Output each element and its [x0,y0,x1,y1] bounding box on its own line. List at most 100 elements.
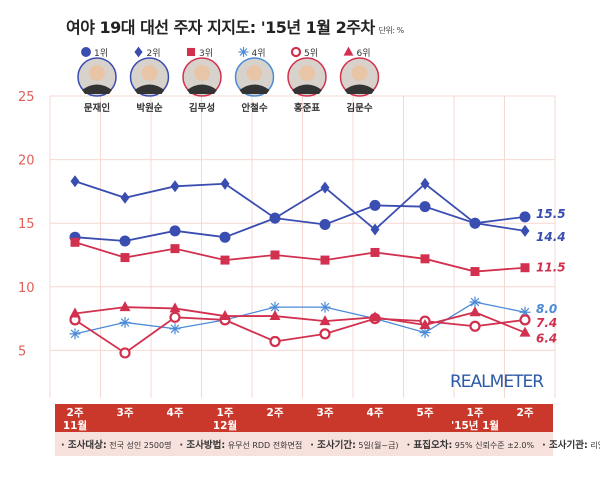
x-tick-label: 3주 [317,407,334,419]
asterisk-stroke [420,328,430,337]
asterisk-stroke [70,329,80,339]
survey-info-item: · 조사기간: 5일(월~금) [310,437,398,451]
data-point [520,263,530,273]
y-tick-label: 10 [18,281,35,296]
legend-rank: 4위 [252,48,266,59]
triangle-marker [419,318,431,329]
circle-marker [519,211,531,223]
triangle-marker [369,311,381,322]
series-line [74,180,526,232]
asterisk-stroke [270,302,280,312]
x-tick-label: 11월 [63,419,87,432]
data-point [269,310,281,321]
x-tick-label: 12월 [213,419,237,432]
survey-info: · 조사대상: 전국 성인 2500명 · 조사방법: 유무선 RDD 전화면접 ·… [55,432,600,456]
triangle-marker [319,315,331,326]
asterisk-stroke [239,48,248,56]
circle-marker [219,231,231,243]
survey-info-value: 전국 성인 2500명 [106,441,172,450]
y-tick-label: 5 [18,344,26,359]
series-line [74,204,526,242]
series-김문수: 6.4 [69,301,557,346]
end-value-label: 8.0 [536,302,557,316]
square-marker [186,47,196,57]
unit-label: 단위: % [378,26,405,35]
portrait-suit [187,84,217,94]
survey-info-label: · 조사기간: [310,440,356,451]
x-tick-label: 2주 [67,407,84,419]
brand-logo: REALMETER [450,372,544,392]
data-point [470,217,480,230]
data-point [370,247,380,257]
data-point [119,301,131,312]
data-point [420,177,430,190]
data-point [470,267,480,277]
x-tick-label: 2주 [267,407,284,419]
portrait-face [351,65,368,81]
data-point [419,318,431,329]
square-marker [470,267,480,277]
data-point [469,306,481,317]
asterisk-stroke [170,324,180,334]
legend-marker-diamond [134,46,143,58]
portrait-suit [344,84,375,94]
survey-info-label: · 조사기관: [542,440,588,451]
series-박원순: 14.4 [70,175,566,244]
chart-title: 여야 19대 대선 주자 지지도: '15년 1월 2주차 단위: % [66,14,404,38]
circle-marker [369,199,381,211]
diamond-marker [420,177,430,190]
data-point [119,347,131,359]
survey-info-item: · 조사방법: 유무선 RDD 전화면접 [179,437,302,451]
x-tick-label: 1주 [467,407,484,419]
data-point [220,255,230,265]
square-marker [420,254,430,264]
square-marker [120,253,130,263]
candidate-name: 문재인 [84,102,110,114]
legend-rank: 3위 [199,48,213,59]
triangle-marker [169,302,181,313]
data-point [69,328,81,340]
candidate-name: 안철수 [241,102,267,114]
end-value-label: 11.5 [536,261,566,275]
data-point [319,315,331,326]
data-point [420,254,430,264]
data-point [170,180,180,193]
square-marker [220,255,230,265]
data-point [169,323,181,335]
data-point [369,199,381,211]
x-tick-label: 4주 [367,407,384,419]
survey-info-item: · 조사대상: 전국 성인 2500명 [61,437,171,451]
series-김무성: 11.5 [70,237,566,277]
data-point [219,231,231,243]
end-value-label: 15.5 [536,207,566,221]
data-point [120,191,130,204]
legend-marker-triangle [343,46,354,56]
data-point [270,250,280,260]
end-value-label: 14.4 [536,230,566,244]
data-point [119,316,131,328]
legend-rank: 1위 [94,48,108,59]
data-point [319,328,331,340]
triangle-marker [69,307,81,318]
legend-marker-circle [81,47,91,57]
triangle-marker [343,46,354,56]
legend-marker-square [186,47,196,57]
data-point [469,296,481,308]
open-circle-marker [269,335,281,348]
portrait-suit [292,84,322,94]
portrait-face [246,65,263,81]
open-circle-marker [169,311,181,323]
candidate-name: 김문수 [346,102,372,114]
data-point [319,218,331,230]
y-tick-label: 25 [18,90,35,105]
square-marker [370,247,380,257]
series-line [74,241,526,273]
x-tick-label: 3주 [117,407,134,419]
x-tick-label: 4주 [167,407,184,419]
diamond-marker [134,46,143,58]
open-circle-marker [319,328,331,340]
portrait-face [141,65,158,81]
portrait-suit [134,84,165,94]
diamond-marker [270,212,280,225]
x-tick-label: 5주 [417,407,434,419]
